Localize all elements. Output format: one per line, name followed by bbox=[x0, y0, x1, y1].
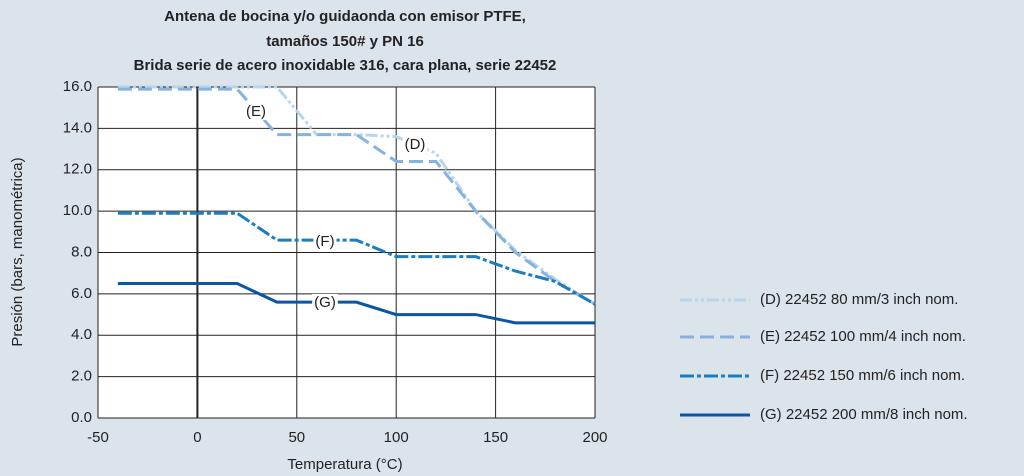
y-tick-label: 4.0 bbox=[71, 326, 92, 343]
series-line bbox=[117, 85, 596, 306]
y-tick-label: 16.0 bbox=[63, 78, 92, 95]
x-axis-label: Temperatura (°C) bbox=[287, 456, 402, 473]
y-tick-label: 14.0 bbox=[63, 119, 92, 136]
x-tick-label: -50 bbox=[87, 429, 109, 446]
y-axis-label: Presión (bars, manométrica) bbox=[9, 157, 26, 346]
chart-title: Antena de bocina y/o guidaonda con emiso… bbox=[164, 8, 526, 25]
y-tick-label: 12.0 bbox=[63, 161, 92, 178]
legend-label: (E) 22452 100 mm/4 inch nom. bbox=[760, 328, 966, 345]
annotation: (G) bbox=[312, 293, 338, 311]
y-tick-label: 2.0 bbox=[71, 368, 92, 385]
annotation-bg bbox=[312, 293, 338, 311]
x-tick-label: 100 bbox=[384, 429, 409, 446]
series-line bbox=[117, 211, 596, 306]
chart-title: tamaños 150# y PN 16 bbox=[266, 33, 424, 50]
annotation: (D) bbox=[402, 135, 428, 153]
y-tick-label: 10.0 bbox=[63, 202, 92, 219]
annotation: (E) bbox=[244, 102, 268, 120]
y-tick-label: 6.0 bbox=[71, 285, 92, 302]
legend-label: (D) 22452 80 mm/3 inch nom. bbox=[760, 291, 958, 308]
legend-label: (G) 22452 200 mm/8 inch nom. bbox=[760, 406, 968, 423]
x-tick-label: 0 bbox=[193, 429, 201, 446]
annotation: (F) bbox=[313, 232, 337, 250]
annotation-text: (G) bbox=[314, 294, 336, 311]
series-line bbox=[117, 282, 595, 325]
x-tick-label: 50 bbox=[288, 429, 305, 446]
annotation-bg bbox=[313, 232, 337, 250]
y-tick-label: 0.0 bbox=[71, 409, 92, 426]
y-tick-label: 8.0 bbox=[71, 243, 92, 260]
annotation-text: (E) bbox=[246, 103, 266, 120]
annotation-text: (F) bbox=[315, 233, 334, 250]
annotation-bg bbox=[402, 135, 428, 153]
x-tick-label: 200 bbox=[582, 429, 607, 446]
chart-title: Brida serie de acero inoxidable 316, car… bbox=[134, 57, 557, 74]
legend-label: (F) 22452 150 mm/6 inch nom. bbox=[760, 367, 965, 384]
x-tick-label: 150 bbox=[483, 429, 508, 446]
annotation-text: (D) bbox=[405, 136, 426, 153]
annotation-bg bbox=[244, 102, 268, 120]
